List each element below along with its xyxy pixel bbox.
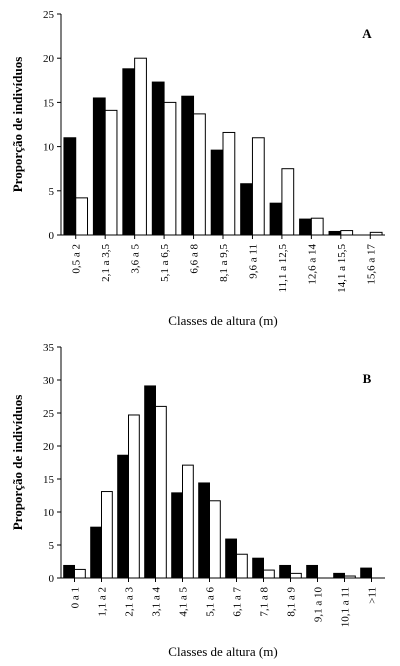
x-tick-label: 7,1 a 8 [259,587,271,617]
bar-B-s1-0 [63,564,76,579]
x-tick-label: 5,1 a 6,5 [159,244,171,282]
x-tick-label: 6,1 a 7 [232,587,244,617]
y-axis-title: Proporção de indivíduos [10,57,25,193]
panel-label: B [363,371,372,386]
x-tick-label: 15,6 a 17 [365,244,377,285]
x-axis-title: Classes de altura (m) [168,644,277,659]
bar-B-s1-4 [171,492,183,579]
bar-B-s1-11 [360,567,373,579]
bar-B-s1-1 [90,526,102,579]
y-axis-title: Proporção de indivíduos [10,395,25,531]
y-tick-label: 5 [49,540,55,552]
bar-A-s2-5 [222,131,236,236]
bar-B-s2-4 [182,464,194,579]
bar-B-s2-2 [128,414,140,579]
y-tick-label: 20 [43,441,55,453]
y-tick-label: 25 [43,9,55,21]
bar-B-s2-0 [74,568,86,579]
bar-B-s2-8 [290,572,302,579]
y-tick-label: 15 [43,474,55,486]
y-tick-label: 5 [49,186,55,198]
x-tick-label: 3,6 a 5 [130,244,142,274]
x-axis-title: Classes de altura (m) [168,313,277,328]
bar-A-s1-2 [122,68,136,236]
x-tick-label: 4,1 a 5 [178,587,190,617]
bar-A-s2-4 [193,113,206,236]
bar-A-s1-0 [63,137,77,236]
y-tick-label: 10 [43,507,55,519]
bar-A-s1-7 [269,202,283,236]
panel-label: A [362,26,372,41]
y-tick-label: 20 [43,53,55,65]
bar-A-s2-6 [251,137,265,236]
bar-B-s1-2 [117,454,129,579]
y-tick-label: 15 [43,97,55,109]
x-tick-label: 5,1 a 6 [205,587,217,617]
x-tick-label: 10,1 a 11 [340,587,352,627]
bar-B-s1-9 [306,564,319,579]
x-tick-label: >11 [367,587,379,604]
bar-A-s1-8 [299,218,312,236]
x-tick-label: 2,1 a 3,5 [100,244,112,282]
bar-A-s2-1 [104,109,118,236]
chart-panel-B: 0 5 10 15 20 25 30 35 0 a 1 1,1 a 2 2,1 a 3 3,1 a 4… [10,342,385,659]
bar-B-s1-6 [225,538,237,579]
x-tick-label: 11,1 a 12,5 [277,244,289,293]
bar-A-s1-9 [328,230,342,236]
bar-B-s2-6 [236,553,248,579]
bar-A-s2-3 [163,101,177,236]
bar-B-s2-3 [155,405,167,579]
y-tick-label: 30 [43,375,55,387]
bar-A-s2-2 [134,57,147,236]
x-tick-label: 2,1 a 3 [124,587,136,617]
y-tick-label: 25 [43,408,55,420]
x-tick-label: 0 a 1 [70,587,82,608]
y-tick-label: 35 [43,342,55,354]
x-tick-label: 8,1 a 9 [286,587,298,617]
bar-A-s1-4 [181,95,195,236]
bar-A-s2-0 [75,197,89,236]
x-tick-label: 9,1 a 10 [313,587,325,623]
x-tick-label: 8,1 a 9,5 [218,244,230,282]
bar-A-s1-1 [92,97,106,236]
x-tick-label: 14,1 a 15,5 [336,244,348,293]
y-tick-label: 0 [49,573,55,585]
bar-B-s1-7 [252,557,264,579]
bar-B-s1-5 [198,482,210,579]
chart-panel-A: 0 5 10 15 20 25 0,5 a 2 2,1 a 3,5 3,6 a 5 5,1 a 6… [10,9,385,328]
bar-A-s2-8 [310,217,324,236]
bar-B-s1-8 [279,564,292,579]
x-tick-label: 12,6 a 14 [306,244,318,285]
bar-B-s1-3 [144,385,156,579]
bar-B-s2-5 [209,500,221,579]
x-tick-label: 9,6 a 11 [247,244,259,279]
bar-B-s1-10 [333,572,346,579]
y-tick-label: 10 [43,142,55,154]
bar-A-s1-6 [240,183,253,236]
x-tick-label: 3,1 a 4 [151,587,163,617]
bar-A-s2-9 [340,230,354,236]
bar-B-s2-7 [263,569,275,579]
bar-B-s2-1 [101,491,113,579]
bar-A-s1-3 [151,81,165,236]
x-tick-label: 1,1 a 2 [97,587,109,617]
bar-A-s1-5 [210,149,224,236]
bar-A-s2-7 [281,168,295,236]
x-tick-label: 0,5 a 2 [71,244,83,274]
y-tick-label: 0 [49,230,55,242]
x-tick-label: 6,6 a 8 [189,244,201,274]
